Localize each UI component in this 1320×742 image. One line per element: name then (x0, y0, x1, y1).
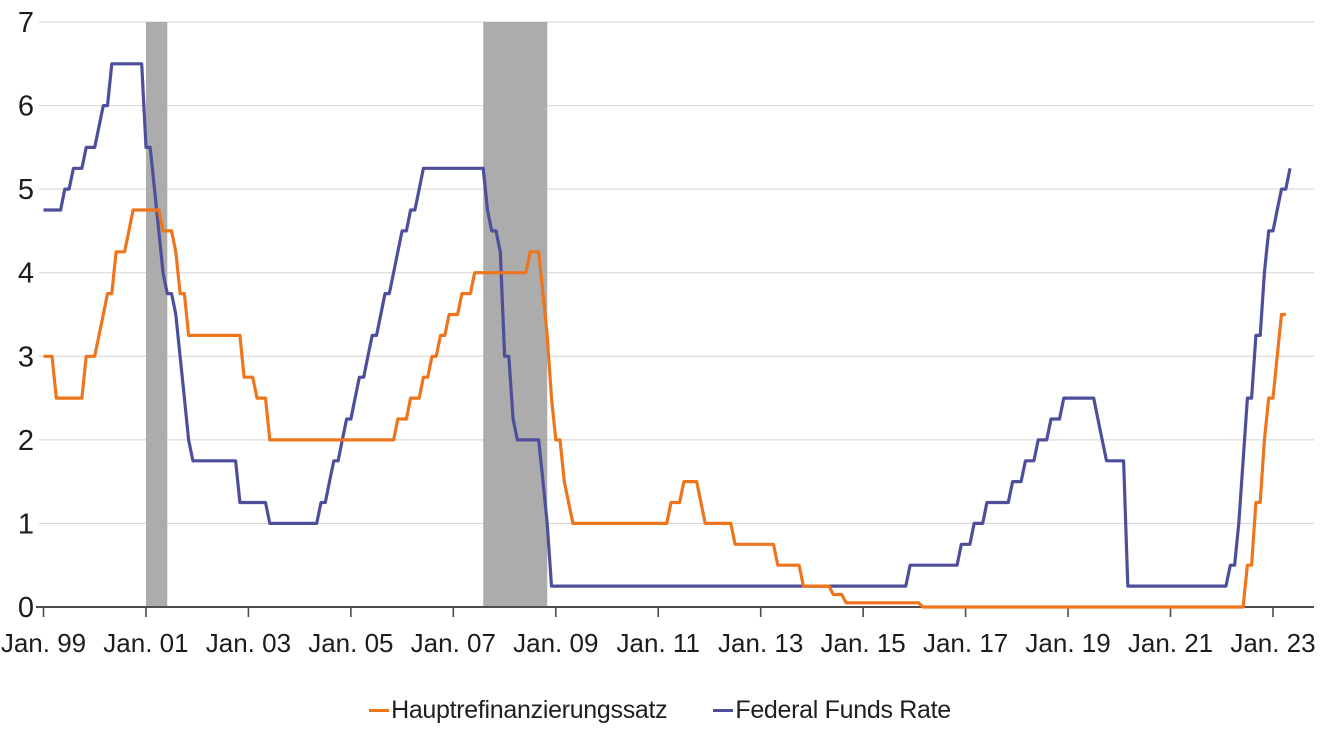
x-tick-label: Jan. 17 (923, 628, 1008, 658)
x-tick-label: Jan. 05 (308, 628, 393, 658)
legend-item-hauptrefinanzierungssatz: Hauptrefinanzierungssatz (369, 696, 668, 725)
legend-label-hauptrefinanzierungssatz: Hauptrefinanzierungssatz (391, 696, 668, 724)
y-tick-label: 0 (18, 592, 34, 624)
x-tick-label: Jan. 03 (206, 628, 291, 658)
x-tick-label: Jan. 09 (513, 628, 598, 658)
x-tick-label: Jan. 21 (1128, 628, 1213, 658)
y-tick-label: 5 (18, 174, 34, 206)
y-tick-label: 4 (18, 258, 34, 290)
recession-band-1 (145, 22, 168, 607)
x-tick-label: Jan. 13 (718, 628, 803, 658)
y-tick-label: 3 (18, 341, 34, 373)
x-tick-label: Jan. 11 (617, 628, 700, 658)
series-line-hauptrefinanzierungssatz (43, 208, 1286, 609)
x-tick-label: Jan. 19 (1025, 628, 1110, 658)
series-line-federal-funds-rate (43, 62, 1292, 588)
y-tick-label: 7 (18, 7, 34, 39)
legend-label-federal-funds-rate: Federal Funds Rate (735, 696, 951, 724)
legend-line-swatch-orange (369, 708, 390, 713)
legend-line-swatch-blue (713, 708, 734, 713)
chart-plot-svg: Jan. 99 Jan. 01 Jan. 03 Jan. 05 Jan. 07 Jan. … (1, 7, 1316, 658)
recession-band-2 (483, 22, 548, 607)
x-tick-label: Jan. 07 (411, 628, 496, 658)
y-tick-label: 6 (18, 91, 34, 123)
y-tick-label: 2 (18, 425, 34, 457)
x-tick-label: Jan. 15 (820, 628, 905, 658)
y-tick-label: 1 (18, 508, 34, 540)
chart-legend: Hauptrefinanzierungssatz Federal Funds R… (0, 696, 1320, 725)
legend-item-federal-funds-rate: Federal Funds Rate (713, 696, 951, 725)
x-tick-label: Jan. 01 (103, 628, 188, 658)
x-tick-label: Jan. 99 (1, 628, 86, 658)
x-tick-label: Jan. 23 (1230, 628, 1315, 658)
